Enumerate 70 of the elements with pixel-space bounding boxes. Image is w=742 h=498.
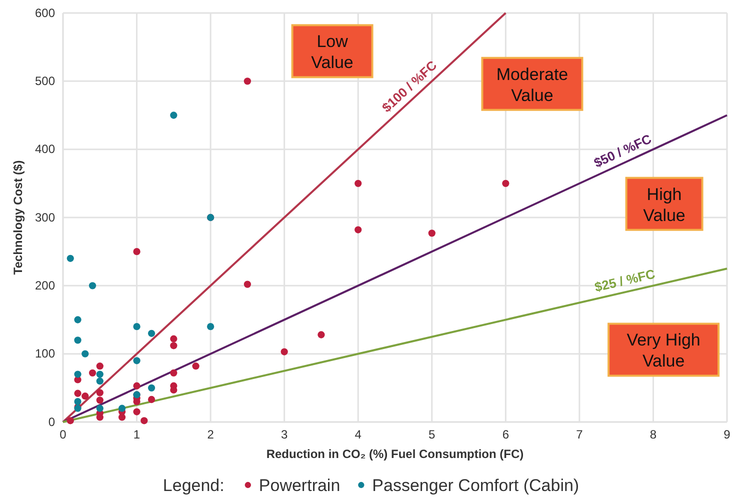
point	[192, 362, 200, 370]
text: $50 / %FC	[592, 130, 654, 171]
point	[74, 316, 82, 324]
point	[280, 348, 288, 356]
x-tick-label: 7	[576, 428, 584, 442]
x-tick-label: 0	[60, 428, 67, 442]
x-tick-label: 8	[650, 428, 657, 442]
x-tick-label: 4	[354, 428, 362, 442]
y-tick-label: 0	[48, 414, 56, 429]
annotation: Low Value	[311, 32, 354, 72]
point	[82, 350, 89, 358]
point	[244, 280, 252, 288]
point	[82, 392, 89, 400]
x-tick-label: 6	[502, 428, 510, 442]
y-tick-label: 500	[34, 74, 56, 88]
x-tick-label: 1	[133, 428, 140, 442]
point	[170, 369, 178, 376]
y-tick-label: 400	[34, 142, 56, 156]
annotation: Very High Value	[626, 330, 700, 371]
point	[133, 357, 140, 364]
point	[148, 396, 156, 404]
point	[74, 370, 82, 378]
point	[74, 336, 82, 344]
y-tick-label: 600	[34, 6, 56, 20]
point	[74, 390, 82, 397]
y-tick-label: 100	[34, 346, 56, 361]
point	[133, 382, 140, 390]
point	[148, 384, 156, 392]
point	[96, 370, 104, 378]
x-tick-label: 5	[428, 428, 436, 442]
x-axis-title: Reduction in CO₂ (%) Fuel Consumption (FC)	[266, 447, 524, 461]
point	[96, 378, 104, 385]
y-tick-label: 200	[34, 278, 56, 293]
point	[502, 180, 510, 187]
point	[118, 404, 126, 412]
y-axis-title: Technology Cost ($)	[11, 160, 25, 275]
point	[318, 331, 325, 338]
legend-label: Passenger Comfort (Cabin)	[372, 476, 580, 495]
point	[74, 398, 82, 406]
point	[140, 417, 148, 424]
point	[170, 335, 178, 342]
point	[118, 414, 126, 421]
point	[88, 282, 96, 290]
point	[354, 226, 362, 234]
point	[133, 408, 140, 416]
point	[96, 362, 104, 370]
text: $25 / %FC	[593, 266, 658, 295]
annotation: Moderate Value	[496, 64, 568, 105]
point	[170, 342, 178, 350]
point	[96, 396, 104, 404]
annotation: High Value	[643, 184, 686, 225]
point	[66, 254, 74, 262]
point	[133, 323, 140, 330]
legend-title: Legend:	[162, 476, 224, 495]
point	[148, 330, 156, 337]
legend-label: Powertrain	[258, 476, 340, 495]
x-tick-label: 2	[207, 428, 214, 442]
point	[66, 417, 74, 424]
point	[88, 369, 96, 376]
point	[133, 248, 140, 256]
point	[170, 112, 178, 119]
point	[96, 389, 104, 396]
point	[354, 180, 362, 187]
point	[428, 230, 436, 237]
point	[96, 404, 104, 412]
x-tick-label: 9	[724, 428, 731, 442]
x-tick-label: 3	[280, 428, 288, 442]
y-tick-label: 300	[34, 210, 56, 224]
point	[244, 78, 252, 85]
point	[206, 323, 214, 330]
